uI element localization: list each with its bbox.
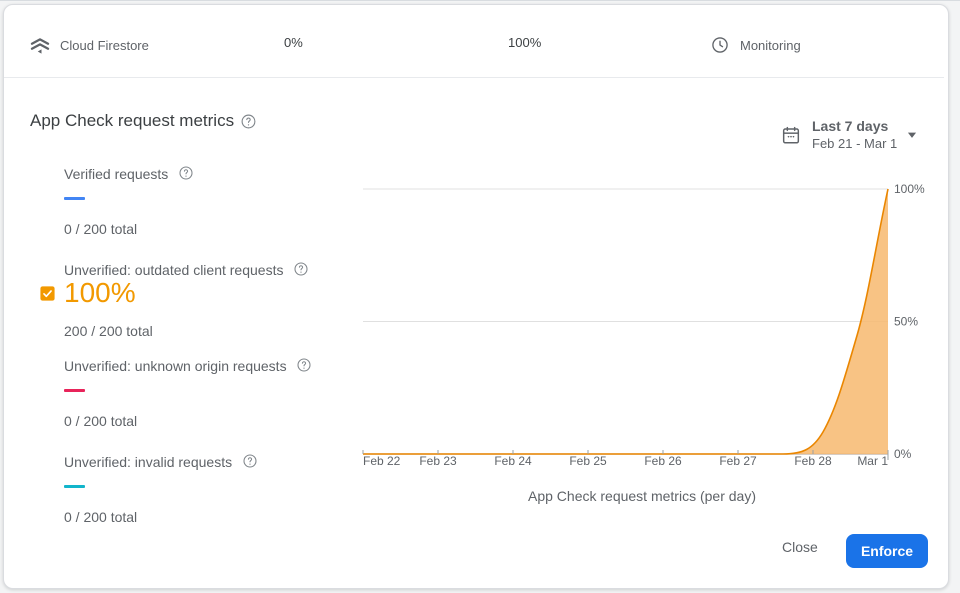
svg-text:Feb 25: Feb 25 <box>569 454 607 468</box>
svg-text:Feb 24: Feb 24 <box>494 454 532 468</box>
svg-text:Feb 27: Feb 27 <box>719 454 757 468</box>
svg-text:Mar 1: Mar 1 <box>857 454 888 468</box>
svg-text:0%: 0% <box>894 447 912 461</box>
svg-text:Feb 28: Feb 28 <box>794 454 832 468</box>
svg-text:Feb 26: Feb 26 <box>644 454 682 468</box>
svg-text:Feb 22: Feb 22 <box>363 454 401 468</box>
svg-text:100%: 100% <box>894 182 925 196</box>
svg-text:Feb 23: Feb 23 <box>419 454 457 468</box>
svg-text:50%: 50% <box>894 315 918 329</box>
